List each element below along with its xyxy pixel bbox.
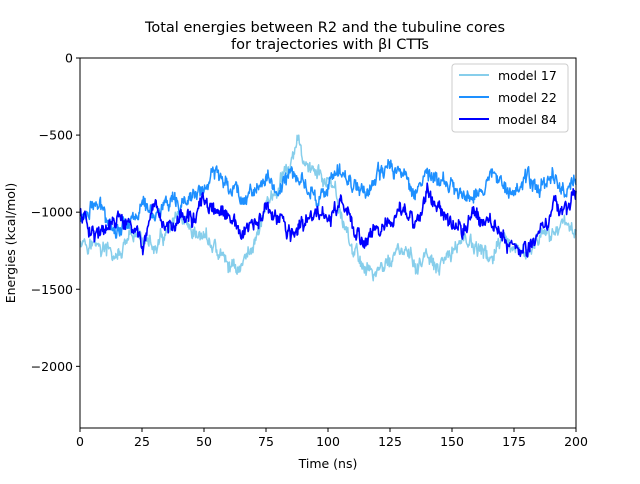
x-tick-label: 25 — [134, 434, 150, 449]
x-tick-label: 50 — [196, 434, 212, 449]
x-tick-label: 0 — [76, 434, 84, 449]
x-tick-label: 175 — [502, 434, 526, 449]
x-axis-label: Time (ns) — [298, 456, 358, 471]
y-tick-label: −1500 — [31, 282, 73, 297]
y-tick-label: −2000 — [31, 359, 73, 374]
x-tick-label: 75 — [258, 434, 274, 449]
ticks-layer: 0 25 50 75 100 125 150 175 200 0 −500 −1000 −1500 −20… — [31, 51, 588, 450]
series-line-model-84 — [79, 182, 577, 258]
legend-box — [451, 63, 569, 133]
y-tick-label: 0 — [65, 51, 73, 66]
legend-label-model-84: model 84 — [498, 112, 557, 127]
chart-title-line-2: for trajectories with βI CTTs — [231, 37, 429, 53]
plot-frame — [79, 57, 577, 429]
x-tick-label: 125 — [378, 434, 402, 449]
y-tick-label: −500 — [39, 128, 73, 143]
legend: model 17 model 22 model 84 — [451, 63, 569, 133]
legend-label-model-17: model 17 — [498, 68, 557, 83]
y-axis-label: Energies (kcal/mol) — [3, 183, 18, 304]
legend-label-model-22: model 22 — [498, 90, 557, 105]
series-line-model-17 — [79, 134, 577, 282]
x-tick-label: 150 — [440, 434, 464, 449]
series-line-model-22 — [79, 158, 577, 239]
chart-title-line-1: Total energies between R2 and the tubuli… — [144, 20, 505, 36]
x-tick-label: 100 — [316, 434, 340, 449]
series-layer — [79, 134, 577, 282]
x-tick-label: 200 — [564, 434, 588, 449]
y-tick-label: −1000 — [31, 205, 73, 220]
